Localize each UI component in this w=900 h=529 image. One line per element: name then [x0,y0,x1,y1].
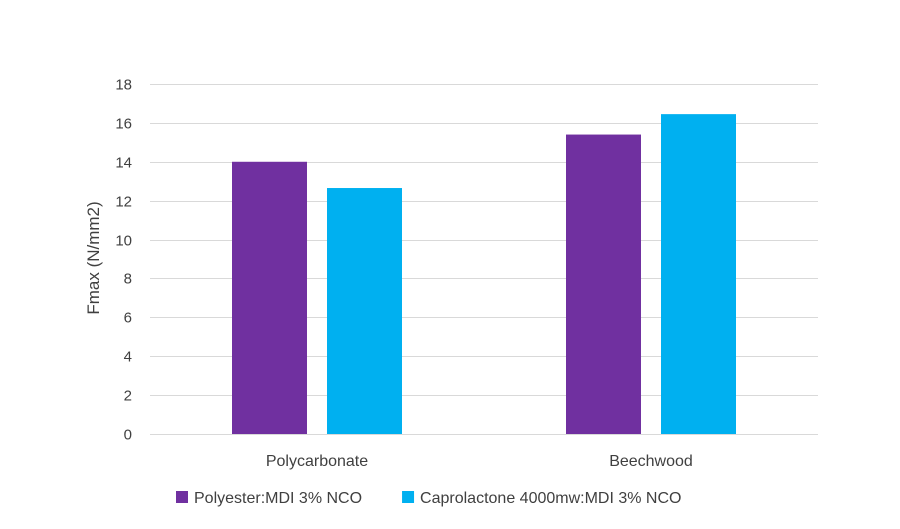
y-tick-label: 8 [124,271,132,288]
x-axis-categories: Polycarbonate Beechwood [266,453,693,470]
y-tick-label: 10 [115,233,132,250]
y-tick-label: 2 [124,388,132,405]
legend-label: Caprolactone 4000mw:MDI 3% NCO [420,490,681,507]
y-tick-label: 12 [115,194,132,211]
legend-swatch [402,491,415,503]
y-axis-ticks: 0 2 4 6 8 10 12 14 16 18 [115,77,132,444]
y-tick-label: 18 [115,77,132,94]
y-tick-label: 14 [115,155,132,172]
y-tick-label: 6 [124,310,132,327]
x-category-label: Beechwood [609,453,693,470]
y-tick-label: 4 [124,349,132,366]
bars [232,114,736,435]
bar-polycarbonate-series-1 [232,161,307,434]
legend-label: Polyester:MDI 3% NCO [194,490,362,507]
x-category-label: Polycarbonate [266,453,368,470]
bar-beechwood-series-2 [661,114,736,434]
bar-polycarbonate-series-2 [327,188,402,434]
bar-beechwood-series-1 [566,134,641,435]
y-tick-label: 0 [124,427,132,444]
y-tick-label: 16 [115,116,132,133]
y-axis-title: Fmax (N/mm2) [84,201,103,314]
legend: Polyester:MDI 3% NCO Caprolactone 4000mw:… [176,490,681,507]
legend-swatch [176,491,188,503]
